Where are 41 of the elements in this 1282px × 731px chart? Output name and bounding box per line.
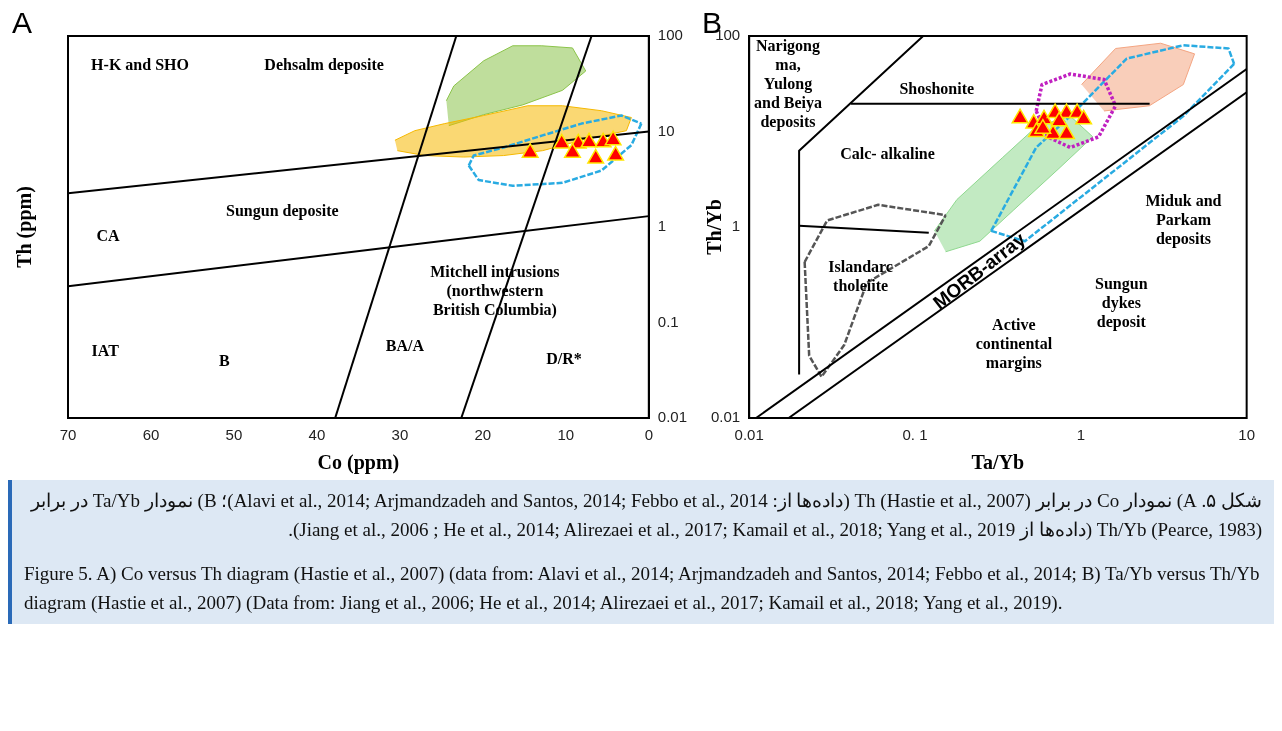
annotation: Dehsalm deposite — [264, 55, 384, 74]
annotation: Sungun dykes deposit — [1095, 274, 1148, 331]
x-axis-title: Ta/Yb — [971, 451, 1025, 474]
y-tick-label: 1 — [731, 217, 741, 235]
y-tick-label: 0.01 — [710, 408, 741, 426]
y-axis-title: Th/Yb — [703, 199, 726, 255]
y-axis-title: Th (ppm) — [13, 186, 37, 268]
annotation: D/R* — [546, 350, 582, 368]
x-tick-label: 0.01 — [734, 426, 764, 444]
annotation: Islandarc tholeiite — [828, 257, 893, 294]
x-tick-label: 10 — [557, 426, 575, 444]
x-tick-label: 0. 1 — [902, 426, 928, 444]
caption: Figure 5. A) Co versus Th diagram (Hastie et al., 2007) (data from: Alavi et al., 2014; Arjmandzadeh and Santos, 2014; Febbo et al., 2014; B) Ta/Yb versus Th/Yb diagram (Hastie et al., 2007) (Data from: Jiang et al., 2006; He et al., 2014; Alirezaei et al., 2017; Kamail et al., 2018; Yang et al., 2019). — [24, 561, 1261, 616]
x-tick-label: 60 — [142, 426, 160, 444]
x-tick-label: 40 — [308, 426, 326, 444]
annotation: Calc- alkaline — [840, 144, 935, 162]
x-tick-label: 1 — [1076, 426, 1086, 444]
annotation: IAT — [91, 342, 120, 360]
y2-tick-label: 10 — [657, 121, 675, 139]
annotation: Narigong ma, Yulong and Beiya deposits — [753, 36, 822, 131]
annotation: Active continental margins — [975, 316, 1053, 373]
y2-tick-label: 0.1 — [657, 312, 679, 330]
x-tick-label: 0 — [644, 426, 653, 444]
annotation: BA/A — [385, 337, 425, 355]
x-tick-label: 50 — [225, 426, 243, 444]
x-axis-title: Co (ppm) — [317, 451, 400, 475]
y2-tick-label: 0.01 — [657, 408, 688, 426]
y2-tick-label: 100 — [657, 26, 683, 44]
y2-tick-label: 1 — [657, 217, 667, 235]
annotation: H-K and SHO — [91, 55, 189, 73]
annotation: B — [218, 351, 230, 369]
annotation: CA — [96, 227, 121, 245]
x-tick-label: 30 — [391, 426, 409, 444]
text: A — [12, 6, 33, 40]
x-tick-label: 70 — [59, 426, 77, 444]
text: شکل ۵. A) نمودار Co در برابر Th (Hastie et al., 2007) (داده‌ها از: Alavi et al., 2014; Arjmandzadeh and Santos, 2014; Febbo et al., 2014)؛ B) نمودار Ta/Yb در برابر Th/Yb (Pearce, 1983) (داده‌ها از Jiang et al., 2006 ; He et al., 2014; Alirezaei et al., 2017; Kamail et al., 2018; Yang et al., 2019). — [29, 489, 1262, 543]
annotation: Sungun deposite — [226, 201, 339, 220]
x-tick-label: 10 — [1238, 426, 1255, 444]
annotation: Shoshonite — [899, 80, 975, 98]
x-tick-label: 20 — [474, 426, 492, 444]
annotation: Miduk and Parkam deposits — [1145, 191, 1222, 248]
